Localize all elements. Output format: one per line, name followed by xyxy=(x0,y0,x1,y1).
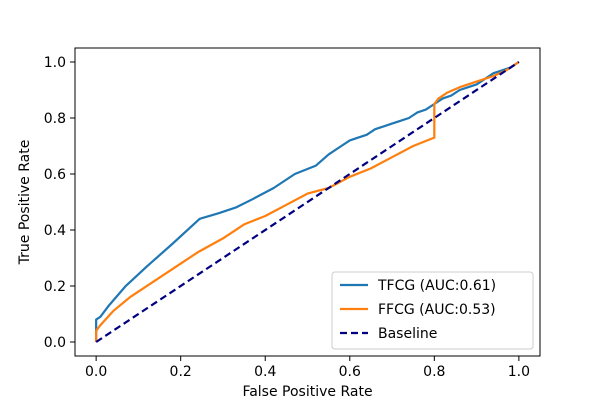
series-line-1 xyxy=(95,61,520,342)
y-tick-label: 0.0 xyxy=(44,335,66,351)
y-tick-label: 0.4 xyxy=(44,223,66,239)
legend-label-3: Baseline xyxy=(378,326,437,342)
x-tick-label: 0.0 xyxy=(85,364,107,380)
y-tick-label: 0.8 xyxy=(44,111,66,127)
x-tick-label: 0.8 xyxy=(423,364,445,380)
y-axis-label: True Positive Rate xyxy=(17,140,33,266)
legend-label-2: FFCG (AUC:0.53) xyxy=(378,302,496,318)
axes xyxy=(74,47,541,357)
legend: TFCG (AUC:0.61) FFCG (AUC:0.53) Baseline xyxy=(331,271,534,350)
x-axis-label: False Positive Rate xyxy=(242,384,372,400)
x-tick-label: 0.4 xyxy=(254,364,276,380)
plot-lines xyxy=(95,61,520,343)
x-tick-label: 1.0 xyxy=(508,364,530,380)
x-tick-label: 0.6 xyxy=(339,364,361,380)
ticks: 0.0 0.2 0.4 0.6 0.8 1.0 0.0 0.2 0.4 0.6 0.8 1.0 xyxy=(44,55,530,380)
legend-label-1: TFCG (AUC:0.61) xyxy=(377,278,496,294)
x-tick-label: 0.2 xyxy=(170,364,192,380)
series-line-3 xyxy=(95,61,520,343)
y-tick-label: 0.2 xyxy=(44,279,66,295)
y-tick-label: 1.0 xyxy=(44,55,66,71)
legend-box xyxy=(331,271,534,350)
y-tick-label: 0.6 xyxy=(44,167,66,183)
plot-frame xyxy=(74,47,541,357)
